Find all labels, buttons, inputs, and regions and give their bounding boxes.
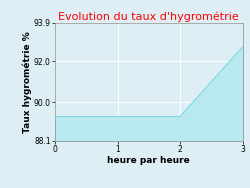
- Y-axis label: Taux hygrométrie %: Taux hygrométrie %: [23, 31, 32, 133]
- X-axis label: heure par heure: heure par heure: [108, 155, 190, 164]
- Title: Evolution du taux d'hygrométrie: Evolution du taux d'hygrométrie: [58, 11, 239, 22]
